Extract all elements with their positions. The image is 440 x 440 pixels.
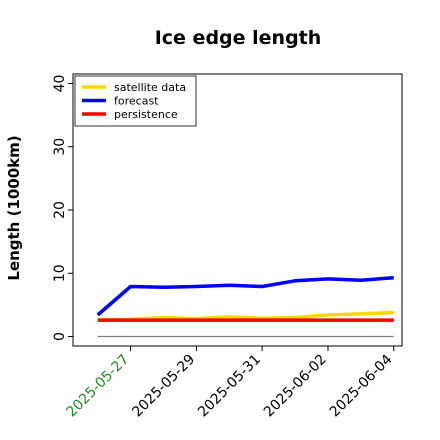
chart-title: Ice edge length: [155, 27, 322, 49]
x-tick-label: 2025-05-27: [64, 352, 133, 421]
y-axis: 0 10 20 30 40: [52, 75, 73, 341]
series-line-forecast: [96, 275, 394, 317]
legend-label: forecast: [114, 95, 159, 108]
y-tick-label: 10: [52, 264, 68, 282]
y-tick-label: 30: [52, 138, 68, 156]
x-tick-label: 2025-05-29: [129, 352, 198, 421]
legend-label: satellite data: [114, 81, 186, 94]
x-tick-label: 2025-06-02: [261, 352, 330, 421]
y-tick-label: 20: [52, 201, 68, 219]
legend-label: persistence: [114, 108, 178, 121]
x-tick-label: 2025-05-31: [195, 352, 264, 421]
y-axis-label: Length (1000km): [5, 135, 23, 280]
x-tick-label: 2025-06-04: [327, 351, 396, 420]
plot-area: [96, 275, 394, 338]
y-tick-label: 40: [52, 75, 68, 93]
x-axis: 2025-05-272025-05-292025-05-312025-06-02…: [64, 346, 396, 420]
y-tick-label: 0: [52, 332, 68, 341]
